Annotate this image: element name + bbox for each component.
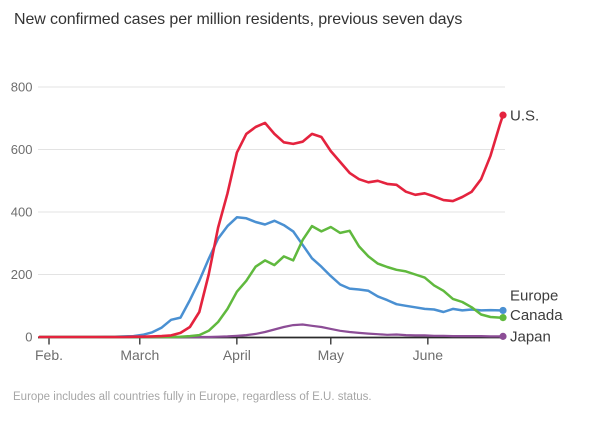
US-series-label: U.S. <box>510 107 539 124</box>
Canada-line <box>38 224 505 339</box>
x-axis-label-May: May <box>318 347 344 363</box>
y-axis-label-0: 0 <box>25 330 32 345</box>
x-axis-label-April: April <box>223 347 251 363</box>
Japan-series-label: Japan <box>510 329 551 346</box>
Europe-end-dot <box>499 306 507 315</box>
y-axis-label-200: 200 <box>11 267 33 282</box>
x-axis-label-Feb.: Feb. <box>35 347 63 363</box>
y-axis-label-800: 800 <box>11 80 33 95</box>
chart-title: New confirmed cases per million resident… <box>14 11 463 28</box>
x-axis-label-June: June <box>413 347 444 363</box>
Europe-series-label: Europe <box>510 288 558 305</box>
x-axis-label-March: March <box>120 347 159 363</box>
chart-footnote: Europe includes all countries fully in E… <box>13 391 372 403</box>
Japan-end-dot <box>499 332 507 340</box>
y-axis-label-400: 400 <box>11 205 33 220</box>
Europe-line <box>38 216 505 339</box>
Japan-line <box>38 323 505 339</box>
Canada-series-label: Canada <box>510 307 563 324</box>
US-line <box>38 113 505 339</box>
Canada-end-dot <box>499 314 507 322</box>
US-end-dot <box>499 111 507 119</box>
y-axis-label-600: 600 <box>11 142 33 157</box>
